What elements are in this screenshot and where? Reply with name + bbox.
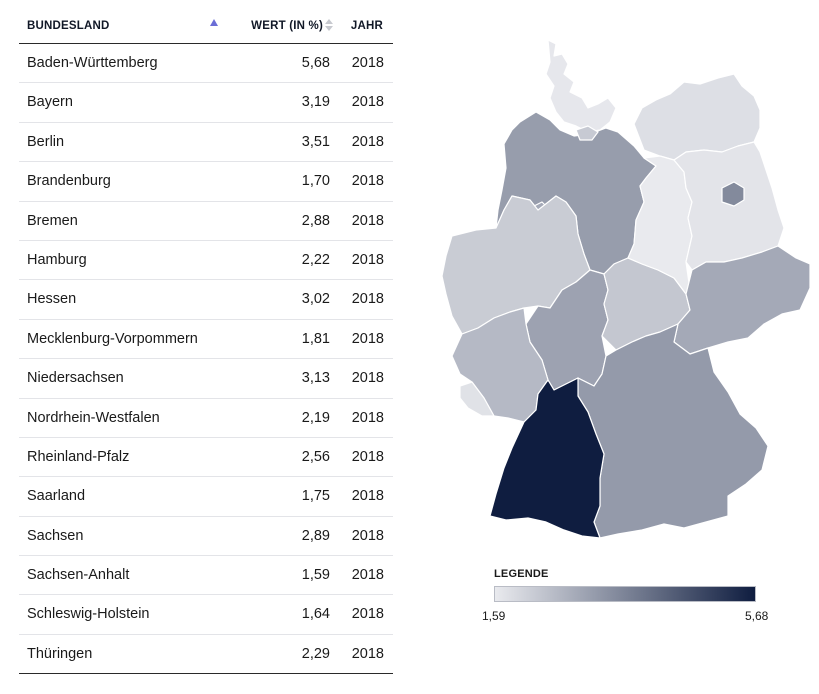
cell-year: 2018 (351, 291, 384, 308)
cell-value: 3,19 (301, 94, 330, 111)
cell-value: 3,51 (301, 133, 330, 150)
table-row: Schleswig-Holstein 1,64 2018 (19, 595, 393, 635)
cell-year: 2018 (351, 488, 384, 505)
cell-name: Bayern (27, 94, 73, 111)
cell-name: Hamburg (27, 251, 87, 268)
table-body: Baden-Württemberg 5,68 2018 Bayern 3,19 2018 B… (19, 44, 393, 675)
cell-name: Brandenburg (27, 173, 111, 190)
cell-value: 1,81 (301, 330, 330, 347)
table-row: Sachsen 2,89 2018 (19, 517, 393, 557)
cell-name: Nordrhein-Westfalen (27, 409, 160, 426)
cell-name: Sachsen (27, 527, 84, 544)
cell-name: Schleswig-Holstein (27, 606, 150, 623)
cell-year: 2018 (351, 370, 384, 387)
cell-name: Sachsen-Anhalt (27, 567, 130, 584)
table-row: Sachsen-Anhalt 1,59 2018 (19, 556, 393, 596)
cell-value: 1,70 (301, 173, 330, 190)
cell-name: Thüringen (27, 645, 93, 662)
table-row: Bayern 3,19 2018 (19, 83, 393, 123)
table-row: Berlin 3,51 2018 (19, 123, 393, 163)
cell-value: 1,75 (301, 488, 330, 505)
table-row: Hamburg 2,22 2018 (19, 241, 393, 281)
cell-name: Mecklenburg-Vorpommern (27, 330, 198, 347)
cell-year: 2018 (351, 448, 384, 465)
data-table: BUNDESLAND WERT (IN %) JAHR Baden-Württe… (19, 8, 393, 675)
cell-name: Niedersachsen (27, 370, 124, 387)
cell-year: 2018 (351, 173, 384, 190)
sort-icon[interactable] (325, 19, 333, 33)
legend-gradient-bar (494, 586, 756, 602)
cell-name: Baden-Württemberg (27, 55, 158, 71)
table-row: Niedersachsen 3,13 2018 (19, 359, 393, 399)
state-bayern[interactable] (577, 323, 769, 539)
cell-year: 2018 (351, 567, 384, 584)
header-wert[interactable]: WERT (IN %) (251, 20, 323, 32)
cell-year: 2018 (351, 133, 384, 150)
state-schleswig-holstein[interactable] (545, 39, 617, 133)
cell-name: Hessen (27, 291, 77, 308)
cell-year: 2018 (351, 606, 384, 623)
table-row: Saarland 1,75 2018 (19, 477, 393, 517)
state-hamburg[interactable] (575, 125, 599, 141)
table-row: Brandenburg 1,70 2018 (19, 162, 393, 202)
cell-value: 2,19 (301, 409, 330, 426)
cell-year: 2018 (351, 330, 384, 347)
table-row: Nordrhein-Westfalen 2,19 2018 (19, 399, 393, 438)
cell-value: 2,88 (301, 212, 330, 229)
germany-map (441, 39, 811, 539)
cell-value: 3,13 (301, 370, 330, 387)
cell-year: 2018 (351, 94, 384, 111)
legend-max-label: 5,68 (745, 609, 769, 623)
cell-name: Bremen (27, 212, 78, 229)
cell-value: 5,68 (301, 55, 330, 71)
cell-value: 1,59 (301, 567, 330, 584)
state-baden-wuerttemberg[interactable] (489, 377, 605, 539)
legend-min-label: 1,59 (482, 609, 506, 623)
table-row: Rheinland-Pfalz 2,56 2018 (19, 438, 393, 478)
table-row: Thüringen 2,29 2018 (19, 635, 393, 675)
cell-name: Saarland (27, 488, 86, 505)
cell-name: Rheinland-Pfalz (27, 448, 130, 465)
cell-value: 2,56 (301, 448, 330, 465)
table-row: Mecklenburg-Vorpommern 1,81 2018 (19, 320, 393, 360)
cell-year: 2018 (351, 55, 384, 71)
cell-year: 2018 (351, 212, 384, 229)
cell-year: 2018 (351, 251, 384, 268)
legend-title: LEGENDE (494, 568, 549, 580)
header-jahr[interactable]: JAHR (350, 20, 383, 32)
cell-year: 2018 (351, 409, 384, 426)
header-bundesland[interactable]: BUNDESLAND (27, 20, 110, 32)
cell-year: 2018 (351, 645, 384, 662)
cell-value: 2,89 (301, 527, 330, 544)
cell-value: 3,02 (301, 291, 330, 308)
sort-ascending-icon[interactable] (210, 19, 218, 26)
cell-year: 2018 (351, 527, 384, 544)
table-row: Hessen 3,02 2018 (19, 280, 393, 320)
cell-value: 2,22 (301, 251, 330, 268)
table-row: Baden-Württemberg 5,68 2018 (19, 44, 393, 84)
cell-value: 1,64 (301, 606, 330, 623)
table-header: BUNDESLAND WERT (IN %) JAHR (19, 8, 393, 44)
state-berlin[interactable] (721, 181, 745, 207)
state-saarland[interactable] (459, 381, 495, 417)
cell-name: Berlin (27, 133, 65, 150)
table-row: Bremen 2,88 2018 (19, 202, 393, 241)
cell-value: 2,29 (301, 645, 330, 662)
